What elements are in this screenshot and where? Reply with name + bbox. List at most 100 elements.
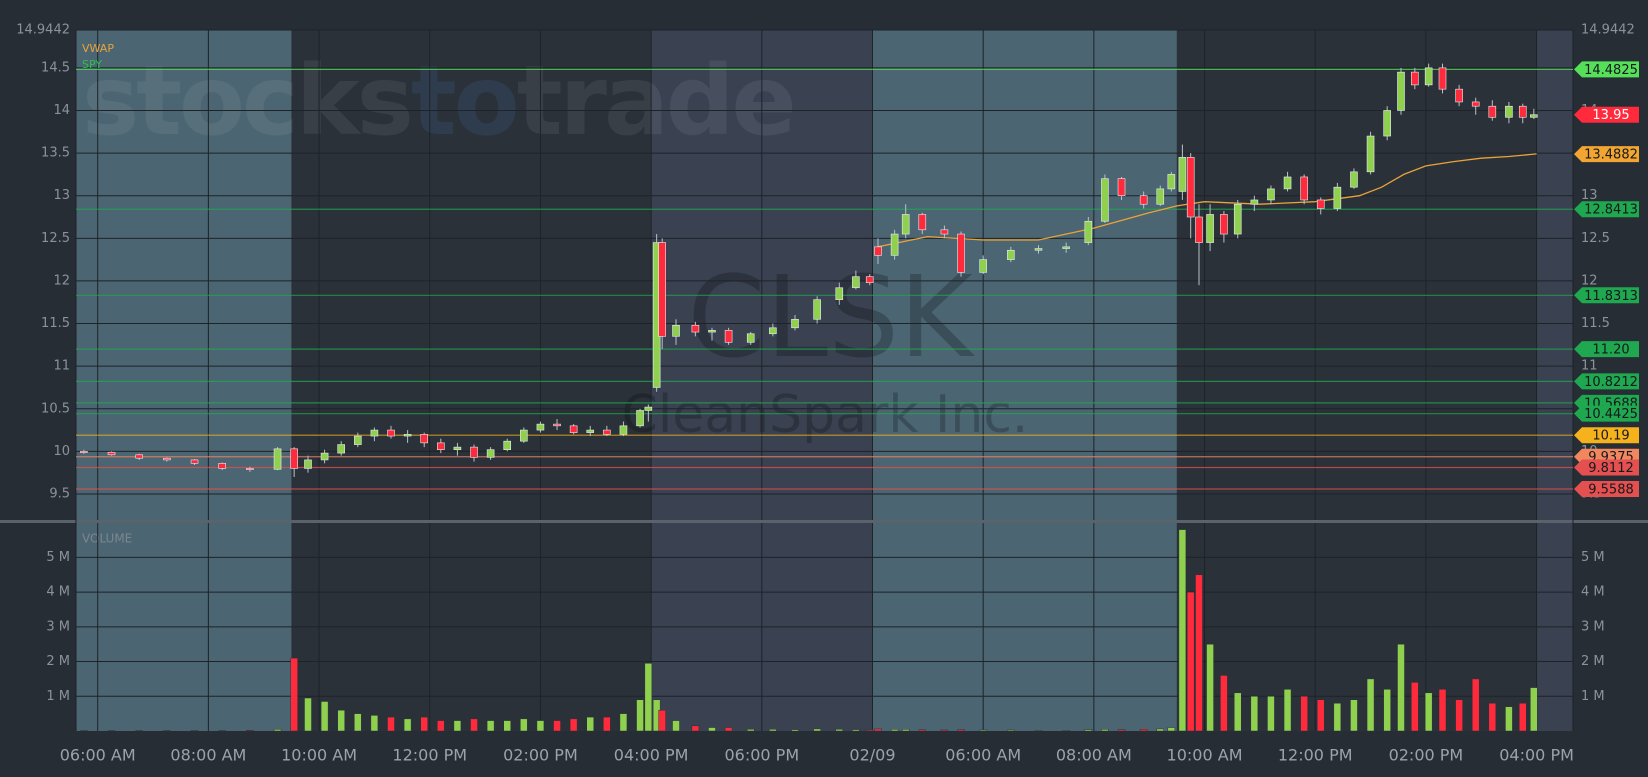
- x-tick-label: 06:00 AM: [945, 746, 1021, 765]
- volume-bar: [1178, 529, 1187, 732]
- volume-bar: [708, 727, 716, 732]
- volume-bar: [1397, 643, 1405, 732]
- level-label-box: [1574, 61, 1639, 78]
- volume-bar: [691, 725, 700, 732]
- x-tick-label: 12:00 PM: [392, 746, 467, 765]
- candle-body: [813, 299, 821, 320]
- candle-body: [644, 406, 653, 411]
- level-label: 13.4882: [1584, 148, 1638, 163]
- candle-body: [290, 448, 298, 469]
- candle-body: [1316, 199, 1325, 209]
- volume-bar: [1518, 702, 1527, 732]
- candle-body: [1167, 174, 1176, 190]
- volume-title: VOLUME: [82, 532, 132, 546]
- level-label: 9.5588: [1588, 482, 1634, 497]
- y-tick-label: 4 M: [1581, 585, 1605, 600]
- volume-bar: [1139, 729, 1148, 732]
- candle-body: [470, 446, 478, 458]
- candle-body: [979, 259, 987, 273]
- y-tick-label: 14.5: [41, 60, 70, 75]
- candle-body: [1366, 135, 1375, 173]
- candle-body: [135, 454, 144, 459]
- volume-bar: [1007, 729, 1015, 732]
- level-label-box: [1574, 480, 1639, 497]
- candle-body: [1250, 199, 1259, 205]
- level-label-box: [1574, 427, 1639, 444]
- y-tick-label: 5 M: [1581, 550, 1605, 565]
- candle-body: [403, 434, 412, 437]
- company-watermark: CleanSpark Inc.: [622, 385, 1029, 445]
- level-label-box: [1574, 106, 1639, 123]
- volume-bar: [835, 729, 844, 732]
- candle-body: [918, 214, 927, 231]
- candle-body: [865, 276, 874, 283]
- candle-body: [503, 440, 512, 450]
- candle-body: [672, 324, 680, 337]
- volume-bar: [387, 716, 395, 732]
- y-tick-label: 14.9442: [16, 23, 70, 38]
- y-tick-label: 5 M: [46, 550, 70, 565]
- candle-body: [1034, 248, 1043, 251]
- volume-bar: [1117, 729, 1126, 732]
- candle-body: [1411, 71, 1419, 86]
- premarket-band: [872, 30, 1177, 520]
- y-tick-label: 2 M: [1581, 654, 1605, 669]
- candle-body: [1062, 246, 1070, 249]
- candle-body: [569, 425, 578, 433]
- level-label: 11.8313: [1584, 289, 1638, 304]
- level-label: 10.4425: [1584, 407, 1638, 422]
- y-tick-label: 1 M: [1581, 689, 1605, 704]
- volume-bar: [658, 709, 666, 732]
- candle-body: [835, 287, 844, 300]
- x-tick-label: 12:00 PM: [1278, 746, 1353, 765]
- candle-body: [1206, 214, 1214, 243]
- x-tick-label: 10:00 AM: [281, 746, 357, 765]
- volume-bar: [1186, 591, 1195, 732]
- candle-body: [1283, 176, 1292, 190]
- volume-bar: [1383, 689, 1391, 732]
- y-tick-label: 2 M: [46, 654, 70, 669]
- y-tick-label: 11: [53, 359, 70, 374]
- level-label: 9.8112: [1588, 461, 1634, 476]
- candle-body: [1117, 178, 1126, 197]
- x-tick-label: 06:00 PM: [724, 746, 799, 765]
- volume-bar: [470, 718, 478, 732]
- volume-bar: [813, 728, 821, 732]
- volume-bar: [636, 699, 644, 732]
- candle-body: [536, 423, 545, 431]
- level-label-box: [1574, 373, 1639, 390]
- volume-bar: [320, 701, 329, 732]
- volume-bar: [890, 729, 899, 732]
- brand-part: stocks: [82, 45, 411, 157]
- candle-body: [1455, 88, 1463, 103]
- candle-body: [636, 410, 644, 427]
- x-tick-label: 02:00 PM: [1389, 746, 1464, 765]
- volume-bar: [246, 730, 254, 732]
- brand-watermark: stockstotrade: [82, 45, 794, 157]
- volume-bar: [874, 728, 882, 732]
- candle-body: [658, 242, 666, 337]
- candle-body: [1178, 157, 1187, 192]
- level-label-box: [1574, 405, 1639, 422]
- candle-body: [453, 446, 462, 450]
- level-label: 11.20: [1592, 343, 1629, 358]
- candle-body: [1518, 105, 1527, 118]
- level-label: 10.19: [1592, 429, 1629, 444]
- volume-bar: [586, 716, 594, 732]
- x-tick-label: 02/09: [849, 746, 895, 765]
- candle-body: [337, 444, 345, 454]
- level-label: 14.4825: [1584, 63, 1638, 78]
- candle-body: [901, 214, 910, 235]
- volume-bar: [486, 720, 495, 732]
- volume-bar: [503, 720, 511, 732]
- y-tick-label: 13: [53, 188, 70, 203]
- volume-bar: [1250, 696, 1259, 732]
- candle-body: [874, 246, 882, 256]
- volume-bar: [569, 718, 578, 732]
- candle-body: [1267, 188, 1275, 201]
- y-tick-label: 11.5: [1581, 316, 1610, 331]
- y-tick-label: 11.5: [41, 316, 70, 331]
- volume-bar: [603, 716, 611, 732]
- y-tick-label: 13.5: [41, 146, 70, 161]
- y-tick-label: 10: [53, 444, 70, 459]
